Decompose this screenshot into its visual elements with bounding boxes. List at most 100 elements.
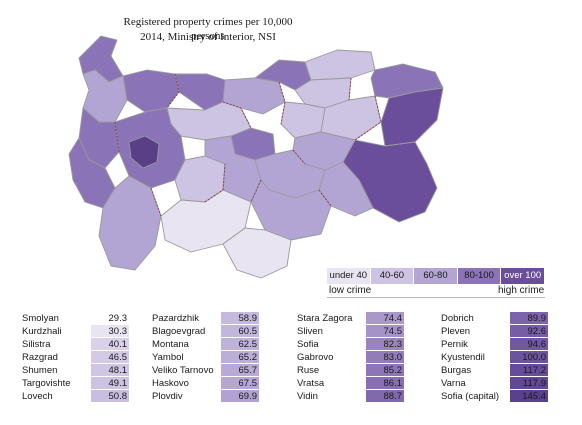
province-name: Kyustendil <box>441 352 485 363</box>
province-name: Dobrich <box>441 313 474 324</box>
table-row: Blagoevgrad 60.5 <box>152 325 259 338</box>
crime-table-column-1: Smolyan 29.3 Kurdzhali 30.3 Silistra 40.1 Razg… <box>22 312 129 403</box>
crime-rate-value: 60.5 <box>221 325 259 337</box>
crime-rate-value: 67.5 <box>221 377 259 389</box>
province-border-lines <box>114 73 382 217</box>
table-row: Vidin 88.7 <box>297 390 404 403</box>
province-name: Shumen <box>22 365 58 376</box>
province-name: Sliven <box>297 326 323 337</box>
crime-rate-value: 74.5 <box>366 325 404 337</box>
province-name: Vratsa <box>297 378 325 389</box>
legend-item: 80-100 <box>457 268 502 284</box>
crime-rate-value: 82.3 <box>366 338 404 350</box>
table-row: Lovech 50.8 <box>22 390 129 403</box>
legend-item: 40-60 <box>370 268 415 284</box>
table-row: Dobrich 89.9 <box>441 312 548 325</box>
province-name: Stara Zagora <box>297 313 353 324</box>
crime-rate-value: 40.1 <box>91 338 129 350</box>
province-name: Pernik <box>441 339 468 350</box>
province-name: Kurdzhali <box>22 326 62 337</box>
crime-rate-value: 69.9 <box>221 390 259 402</box>
table-row: Smolyan 29.3 <box>22 312 129 325</box>
crime-rate-value: 29.3 <box>91 312 129 324</box>
province-name: Vidin <box>297 391 318 402</box>
table-row: Kyustendil 100.0 <box>441 351 548 364</box>
crime-rate-value: 49.1 <box>91 377 129 389</box>
crime-table-column-2: Pazardzhik 58.9 Blagoevgrad 60.5 Montana 62.5… <box>152 312 259 403</box>
region-vratsa <box>122 69 180 113</box>
crime-rate-value: 58.9 <box>221 312 259 324</box>
crime-rate-value: 46.5 <box>91 351 129 363</box>
crime-rate-value: 48.1 <box>91 364 129 376</box>
crime-rate-value: 62.5 <box>221 338 259 350</box>
crime-rate-value: 50.8 <box>91 390 129 402</box>
province-name: Montana <box>152 339 189 350</box>
table-row: Shumen 48.1 <box>22 364 129 377</box>
crime-rate-value: 74.4 <box>366 312 404 324</box>
crime-table-column-4: Dobrich 89.9 Pleven 92.6 Pernik 94.6 Kyustendi… <box>441 312 548 403</box>
province-name: Ruse <box>297 365 320 376</box>
table-row: Gabrovo 83.0 <box>297 351 404 364</box>
legend-item: under 40 <box>327 268 371 284</box>
province-name: Pleven <box>441 326 471 337</box>
crime-rate-value: 117.9 <box>510 377 548 389</box>
table-row: Vratsa 86.1 <box>297 377 404 390</box>
table-row: Yambol 65.2 <box>152 351 259 364</box>
table-row: Montana 62.5 <box>152 338 259 351</box>
crime-table-column-3: Stara Zagora 74.4 Sliven 74.5 Sofia 82.3 Gabro… <box>297 312 404 403</box>
province-name: Veliko Tarnovo <box>152 365 214 376</box>
legend-item: over 100 <box>501 268 545 284</box>
region-montana <box>82 69 128 123</box>
table-row: Sliven 74.5 <box>297 325 404 338</box>
crime-rate-value: 88.7 <box>366 390 404 402</box>
region-sofia-capital <box>128 135 160 169</box>
crime-rate-value: 89.9 <box>510 312 548 324</box>
map-title: Registered property crimes per 10,000 pe… <box>123 16 293 42</box>
crime-rate-value: 145.4 <box>510 390 548 402</box>
region-varna <box>380 87 444 147</box>
table-row: Targovishte 49.1 <box>22 377 129 390</box>
table-row: Pazardzhik 58.9 <box>152 312 259 325</box>
table-row: Stara Zagora 74.4 <box>297 312 404 325</box>
province-name: Targovishte <box>22 378 71 389</box>
legend-high-caption: high crime <box>498 285 545 296</box>
region-blagoevgrad <box>98 175 162 271</box>
map-subtitle: 2014, Ministry of Interior, NSI <box>140 31 276 43</box>
legend-divider <box>327 297 545 298</box>
province-name: Lovech <box>22 391 53 402</box>
region-kurdzhali <box>222 227 292 279</box>
table-row: Silistra 40.1 <box>22 338 129 351</box>
legend-scale: under 40 40-60 60-80 80-100 over 100 <box>327 268 545 284</box>
table-row: Plovdiv 69.9 <box>152 390 259 403</box>
table-row: Haskovo 67.5 <box>152 377 259 390</box>
crime-rate-value: 30.3 <box>91 325 129 337</box>
province-name: Burgas <box>441 365 472 376</box>
province-name: Haskovo <box>152 378 189 389</box>
region-silistra <box>304 49 376 81</box>
crime-rate-value: 92.6 <box>510 325 548 337</box>
province-name: Varna <box>441 378 466 389</box>
crime-rate-value: 85.2 <box>366 364 404 376</box>
crime-rate-value: 83.0 <box>366 351 404 363</box>
province-name: Gabrovo <box>297 352 334 363</box>
table-row: Veliko Tarnovo 65.7 <box>152 364 259 377</box>
legend-item: 60-80 <box>414 268 458 284</box>
province-name: Smolyan <box>22 313 59 324</box>
bulgaria-province-map <box>68 35 444 279</box>
table-row: Razgrad 46.5 <box>22 351 129 364</box>
table-row: Varna 117.9 <box>441 377 548 390</box>
table-row: Kurdzhali 30.3 <box>22 325 129 338</box>
province-name: Razgrad <box>22 352 58 363</box>
crime-rate-value: 86.1 <box>366 377 404 389</box>
province-name: Blagoevgrad <box>152 326 206 337</box>
table-row: Sofia (capital) 145.4 <box>441 390 548 403</box>
legend-low-caption: low crime <box>329 285 372 296</box>
table-row: Ruse 85.2 <box>297 364 404 377</box>
table-row: Pleven 92.6 <box>441 325 548 338</box>
crime-rate-value: 94.6 <box>510 338 548 350</box>
province-name: Silistra <box>22 339 51 350</box>
province-name: Yambol <box>152 352 184 363</box>
province-name: Plovdiv <box>152 391 183 402</box>
province-name: Sofia <box>297 339 319 350</box>
